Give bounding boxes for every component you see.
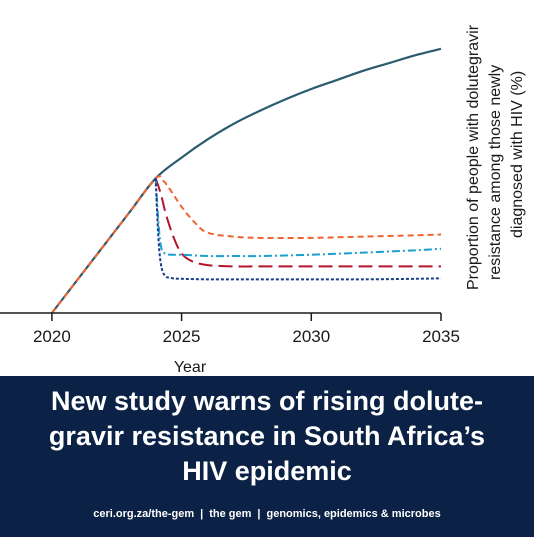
headline-line-2: gravir resistance in South Africa’s <box>48 421 486 451</box>
series-line-3 <box>154 178 441 268</box>
footer-credits: ceri.org.za/the-gem | the gem | genomics, ep… <box>0 508 534 520</box>
chart: 2020 2025 2030 2035 Year Proportion of peop… <box>0 24 526 376</box>
y-axis-label: Proportion of people with dolutegravir r… <box>465 24 526 290</box>
series-layer <box>51 47 442 314</box>
y-axis-label-line-3: diagnosed with HIV (%) <box>509 71 526 238</box>
footer-name: the gem <box>209 508 252 520</box>
x-tick-label-2020: 2020 <box>33 327 71 346</box>
series-line-1 <box>51 47 442 314</box>
x-tick-label-2030: 2030 <box>292 327 330 346</box>
x-tick-label-2025: 2025 <box>163 327 201 346</box>
x-tick-label-2035: 2035 <box>422 327 460 346</box>
y-axis-label-line-1: Proportion of people with dolutegravir <box>465 24 482 290</box>
footer-tagline: genomics, epidemics & microbes <box>266 508 441 520</box>
y-axis-label-line-2: resistance among those newly <box>487 65 504 280</box>
series-line-4 <box>154 178 442 258</box>
headline-banner: New study warns of rising dolute- gravir… <box>0 376 534 537</box>
x-axis-label: Year <box>174 359 207 376</box>
x-ticks: 2020 2025 2030 2035 <box>33 313 460 346</box>
headline-line-3: HIV epidemic <box>182 456 352 486</box>
series-line-5 <box>154 178 442 281</box>
footer-separator-1: | <box>200 508 204 520</box>
footer-url[interactable]: ceri.org.za/the-gem <box>93 508 195 520</box>
headline-line-1: New study warns of rising dolute- <box>50 386 484 416</box>
series-line-2 <box>51 175 442 314</box>
footer-separator-2: | <box>257 508 261 520</box>
headline: New study warns of rising dolute- gravir… <box>20 384 514 489</box>
